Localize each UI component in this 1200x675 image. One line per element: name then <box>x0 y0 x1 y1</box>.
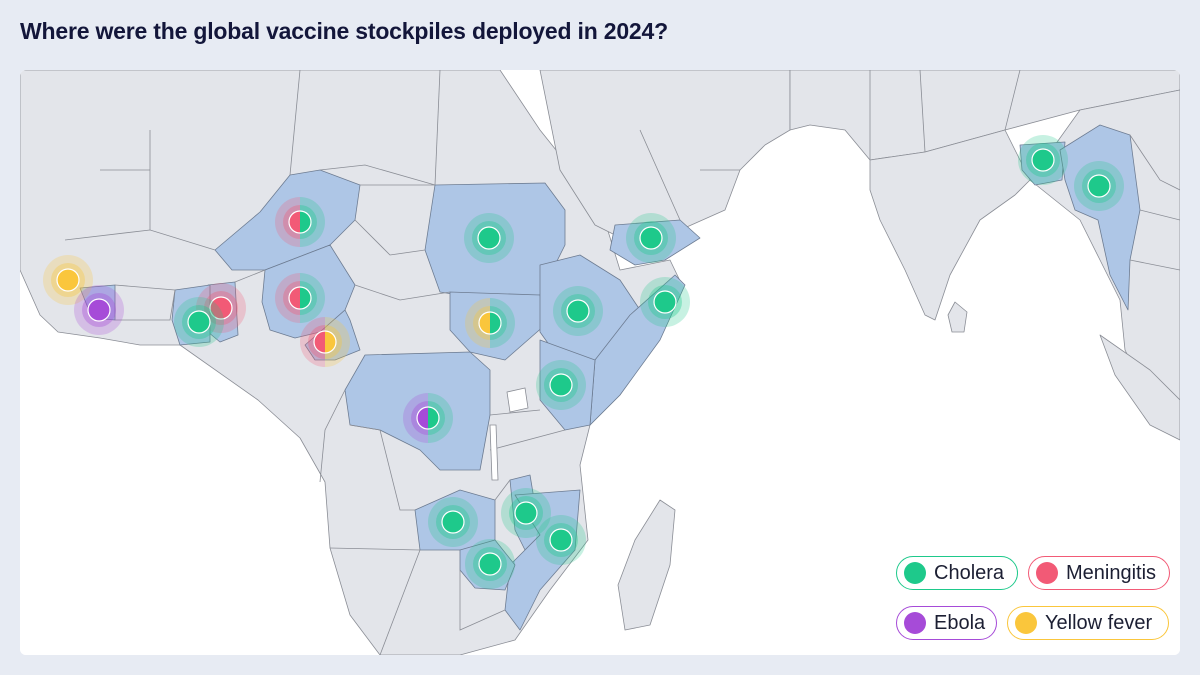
cholera-dot-icon <box>904 562 926 584</box>
marker-dot <box>653 290 677 314</box>
marker-guinea[interactable] <box>43 255 93 305</box>
marker-cameroon[interactable] <box>300 317 350 367</box>
legend-label: Cholera <box>934 561 1005 584</box>
marker-dot <box>514 501 538 525</box>
marker-malawi[interactable] <box>501 488 551 538</box>
marker-niger[interactable] <box>275 197 325 247</box>
marker-dot <box>549 373 573 397</box>
legend-item-cholera: Cholera <box>896 556 1018 590</box>
page-title: Where were the global vaccine stockpiles… <box>20 18 668 44</box>
marker-dot <box>477 226 501 250</box>
highlighted-countries <box>79 124 1141 631</box>
marker-sudan[interactable] <box>464 213 514 263</box>
legend-item-meningitis: Meningitis <box>1028 556 1170 590</box>
marker-cote-divoire[interactable] <box>174 297 224 347</box>
marker-dot <box>639 226 663 250</box>
marker-dot <box>566 299 590 323</box>
marker-somalia[interactable] <box>640 277 690 327</box>
drc-shape <box>344 351 491 471</box>
niger-shape <box>214 169 361 271</box>
map[interactable]: Cholera Meningitis Ebola Yellow fever <box>20 70 1180 655</box>
marker-zimbabwe[interactable] <box>465 539 515 589</box>
marker-ethiopia[interactable] <box>553 286 603 336</box>
marker-dot <box>1087 174 1111 198</box>
marker-dot <box>87 298 111 322</box>
legend-label: Yellow fever <box>1045 611 1153 634</box>
marker-kenya[interactable] <box>536 360 586 410</box>
ebola-dot-icon <box>904 612 926 634</box>
yellow-fever-dot-icon <box>1015 612 1037 634</box>
marker-bangladesh[interactable] <box>1018 135 1068 185</box>
marker-myanmar[interactable] <box>1074 161 1124 211</box>
marker-south-sudan[interactable] <box>465 298 515 348</box>
myanmar-shape <box>1059 124 1141 311</box>
borders <box>64 70 1180 655</box>
legend-label: Meningitis <box>1066 561 1157 584</box>
marker-dot <box>478 552 502 576</box>
legend-label: Ebola <box>934 611 986 634</box>
marker-dot <box>441 510 465 534</box>
deployment-markers <box>43 135 1124 589</box>
marker-yemen[interactable] <box>626 213 676 263</box>
marker-dot <box>187 310 211 334</box>
marker-mozambique[interactable] <box>536 515 586 565</box>
map-canvas <box>20 70 1180 655</box>
marker-dot <box>56 268 80 292</box>
legend-item-ebola: Ebola <box>896 606 997 640</box>
madagascar <box>617 499 676 631</box>
marker-dot <box>209 296 233 320</box>
lakes <box>489 387 529 481</box>
marker-zambia[interactable] <box>428 497 478 547</box>
lake-victoria <box>506 387 529 413</box>
marker-dot <box>549 528 573 552</box>
marker-dot <box>1031 148 1055 172</box>
lake-tanganyika <box>489 424 499 481</box>
legend-item-yellow-fever: Yellow fever <box>1007 606 1169 640</box>
sumatra <box>1099 334 1180 441</box>
sri-lanka <box>947 301 968 333</box>
marker-drc[interactable] <box>403 393 453 443</box>
marker-sierra-leone[interactable] <box>74 285 124 335</box>
mozambique-shape <box>504 489 581 631</box>
meningitis-dot-icon <box>1036 562 1058 584</box>
marker-nigeria[interactable] <box>275 273 325 323</box>
